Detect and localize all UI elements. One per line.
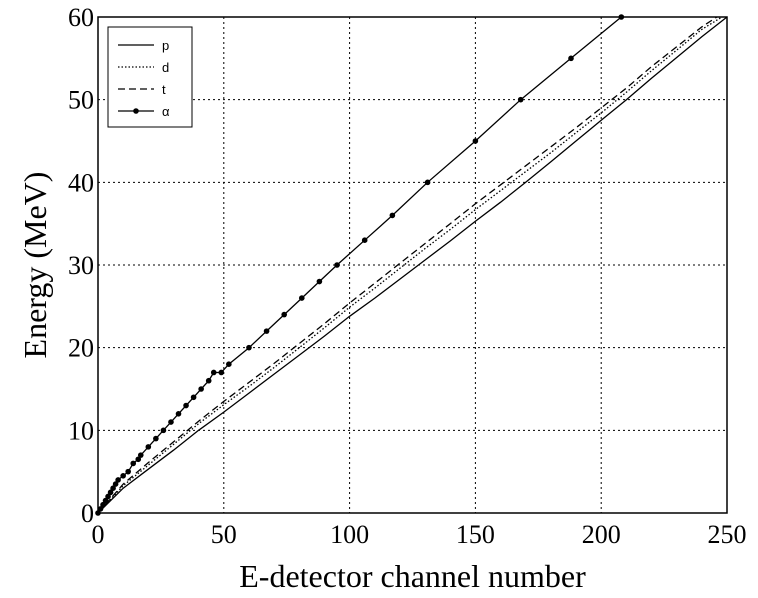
alpha-data-point — [298, 295, 305, 301]
alpha-data-point — [130, 460, 137, 467]
alpha-data-point — [517, 96, 524, 103]
alpha-data-point — [175, 411, 182, 417]
y-tick-label: 20 — [68, 334, 94, 363]
x-tick-label: 50 — [211, 520, 237, 549]
alpha-data-point — [120, 473, 126, 479]
alpha-data-point — [110, 485, 116, 492]
alpha-data-point — [568, 55, 574, 62]
series-line-p — [97, 16, 728, 514]
y-tick-label: 50 — [68, 86, 94, 115]
alpha-data-point — [115, 477, 121, 483]
x-tick-label: 250 — [708, 520, 747, 549]
alpha-data-point — [97, 506, 104, 512]
y-tick-label: 10 — [68, 416, 94, 445]
alpha-data-point — [137, 452, 144, 458]
y-tick-label: 40 — [68, 168, 94, 197]
alpha-data-point — [198, 386, 204, 392]
x-tick-label: 100 — [330, 520, 369, 549]
alpha-data-point — [263, 328, 270, 334]
alpha-data-point — [281, 311, 287, 318]
y-tick-label: 0 — [81, 499, 94, 528]
y-axis-title: Energy (MeV) — [17, 172, 53, 359]
alpha-data-point — [125, 468, 131, 475]
legend-label: t — [162, 82, 166, 97]
alpha-data-point — [135, 456, 142, 463]
alpha-data-point — [389, 212, 396, 219]
alpha-data-point — [145, 444, 152, 450]
alpha-data-point — [205, 377, 212, 384]
alpha-data-point — [105, 493, 111, 500]
alpha-data-point — [316, 278, 323, 285]
plot-frame — [97, 16, 728, 514]
alpha-data-point — [102, 497, 109, 504]
series-line-d — [97, 16, 723, 514]
alpha-data-point — [226, 361, 232, 368]
y-tick-label: 60 — [68, 3, 94, 32]
legend-box — [107, 26, 193, 128]
legend-label: α — [162, 104, 170, 119]
y-tick-label: 30 — [68, 251, 94, 280]
alpha-data-point — [361, 237, 368, 243]
legend-marker — [133, 108, 139, 114]
alpha-data-point — [424, 179, 431, 186]
alpha-data-point — [107, 489, 114, 496]
alpha-data-point — [168, 419, 174, 425]
legend-label: d — [162, 60, 169, 75]
alpha-data-point — [334, 262, 340, 268]
alpha-data-point — [210, 369, 217, 376]
alpha-data-point — [183, 402, 189, 409]
x-axis-title: E-detector channel number — [239, 558, 586, 594]
alpha-data-point — [190, 394, 197, 401]
x-tick-label: 150 — [456, 520, 495, 549]
alpha-data-point — [160, 427, 167, 434]
alpha-data-point — [100, 501, 106, 508]
alpha-data-point — [153, 435, 159, 442]
x-tick-label: 200 — [582, 520, 621, 549]
alpha-data-point — [246, 344, 252, 351]
alpha-data-point — [472, 138, 479, 144]
axis-ticks: 0 50 100 150 200 250 0 10 20 30 40 50 60 — [68, 3, 747, 549]
alpha-data-point — [112, 481, 119, 487]
series-lines — [95, 14, 728, 516]
series-line-t — [97, 16, 718, 514]
alpha-data-point — [218, 369, 225, 376]
x-tick-label: 0 — [92, 520, 105, 549]
legend-label: p — [162, 38, 169, 53]
